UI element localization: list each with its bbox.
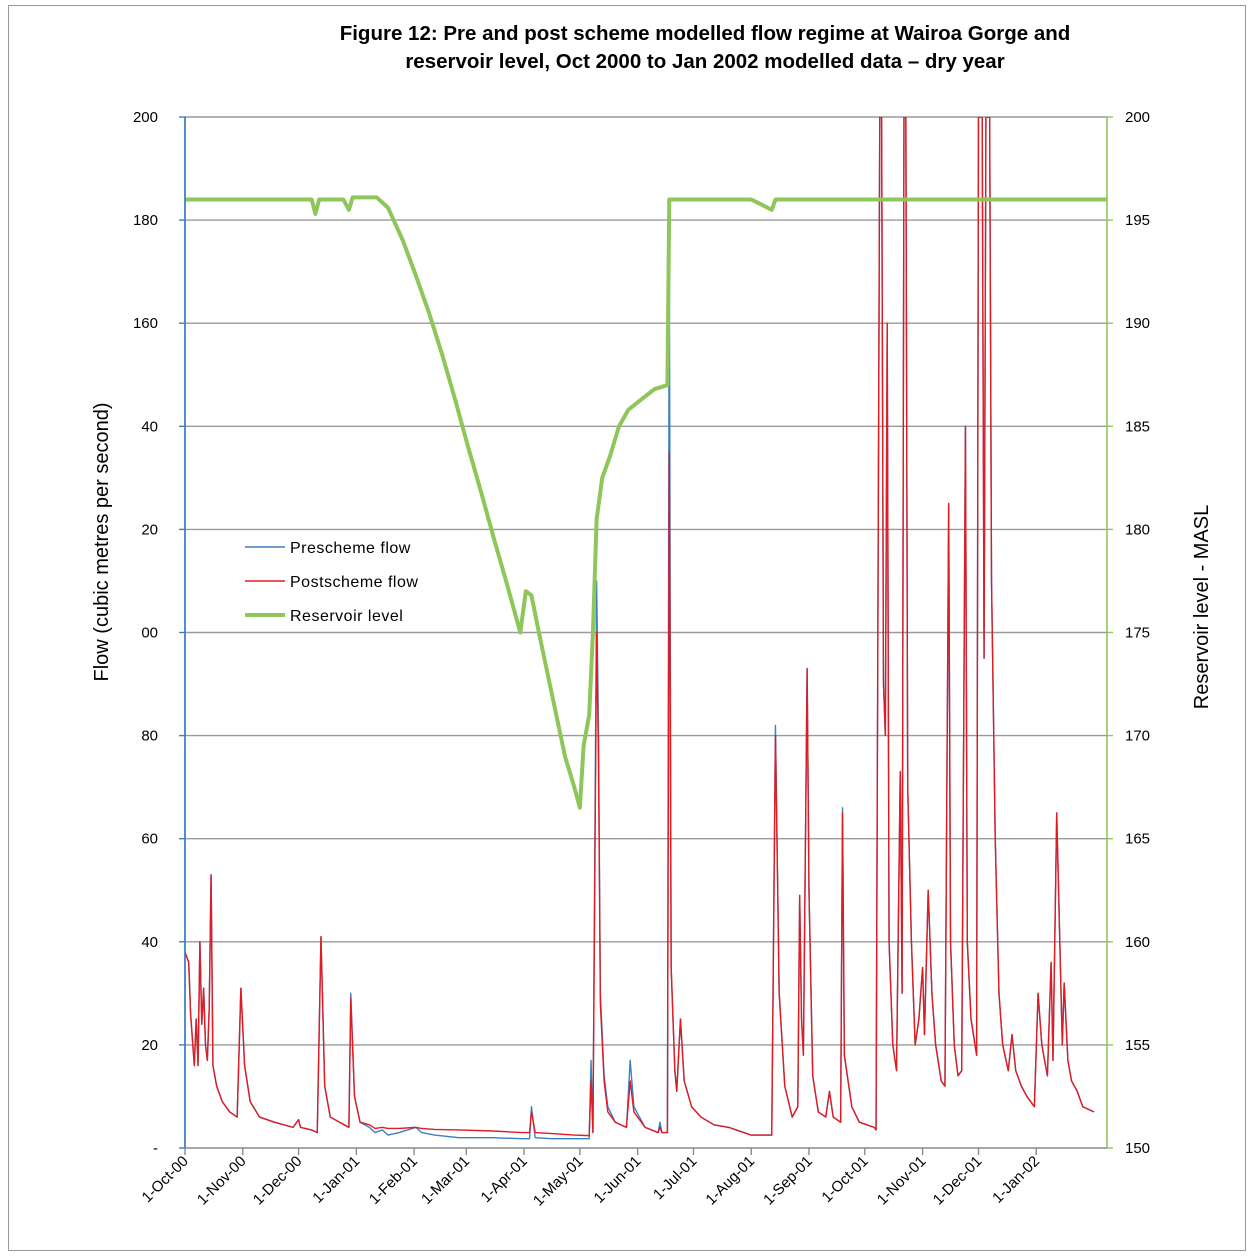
gridlines — [185, 116, 1107, 1046]
x-tick-label-14: 1-Dec-01 — [930, 1153, 986, 1209]
y2-tick-label-0: 150 — [1125, 1140, 1150, 1157]
y2-tick-label-6: 180 — [1125, 521, 1150, 538]
x-tick-label-11: 1-Sep-01 — [760, 1153, 816, 1209]
x-tick-label-8: 1-Jun-01 — [591, 1153, 645, 1207]
y2-tick-label-9: 195 — [1125, 212, 1150, 229]
y-axis-label: Flow (cubic metres per second) — [91, 403, 113, 682]
y2-tick-label-5: 175 — [1125, 625, 1150, 642]
right-y-tick-labels: 150 155 160 165 170 175 180 185 190 195 200 — [1107, 109, 1150, 1157]
x-tick-label-5: 1-Mar-01 — [418, 1153, 473, 1208]
legend-label-1: Postscheme flow — [290, 574, 418, 591]
figure-frame — [8, 5, 1246, 1251]
legend-label-2: Reservoir level — [290, 608, 403, 625]
x-tick-label-15: 1-Jan-02 — [989, 1153, 1043, 1207]
y-tick-label-2: 40 — [141, 934, 158, 951]
x-tick-label-0: 1-Oct-00 — [139, 1153, 192, 1206]
y2-tick-label-3: 165 — [1125, 831, 1150, 848]
legend: Prescheme flow Postscheme flow Reservoir l… — [245, 540, 418, 625]
chart-title-line-2: reservoir level, Oct 2000 to Jan 2002 mo… — [405, 50, 1005, 73]
x-tick-label-7: 1-May-01 — [530, 1153, 587, 1210]
y-tick-label-4: 80 — [141, 728, 158, 745]
left-y-tick-labels: - 20 40 60 80 00 20 40 160 180 200 — [133, 109, 185, 1157]
x-tick-label-4: 1-Feb-01 — [366, 1153, 421, 1208]
x-tick-label-2: 1-Dec-00 — [250, 1153, 306, 1209]
y-tick-label-6: 20 — [141, 521, 158, 538]
y2-tick-label-7: 185 — [1125, 418, 1150, 435]
series-line-postscheme-flow — [184, 117, 1095, 1137]
y-tick-label-0: - — [153, 1140, 158, 1157]
y-tick-label-7: 40 — [141, 418, 158, 435]
y-tick-label-3: 60 — [141, 831, 158, 848]
x-tick-label-10: 1-Aug-01 — [702, 1153, 758, 1209]
y2-tick-label-2: 160 — [1125, 934, 1150, 951]
y-tick-label-9: 180 — [133, 212, 158, 229]
x-tick-label-9: 1-Jul-01 — [650, 1153, 700, 1203]
x-tick-labels: 1-Oct-00 1-Nov-00 1-Dec-00 1-Jan-01 1-Feb-01… — [139, 1148, 1043, 1210]
series-line-reservoir-level — [185, 195, 1107, 810]
series-layer — [184, 117, 1107, 1148]
y2-tick-label-4: 170 — [1125, 728, 1150, 745]
y-tick-label-8: 160 — [133, 315, 158, 332]
y2-axis-label: Reservoir level - MASL — [1191, 505, 1213, 710]
y2-tick-label-8: 190 — [1125, 315, 1150, 332]
y2-tick-label-1: 155 — [1125, 1037, 1150, 1054]
chart-title-line-1: Figure 12: Pre and post scheme modelled … — [339, 22, 1071, 45]
x-tick-label-3: 1-Jan-01 — [309, 1153, 363, 1207]
y-tick-label-1: 20 — [141, 1037, 158, 1054]
x-tick-label-1: 1-Nov-00 — [194, 1153, 250, 1209]
legend-label-0: Prescheme flow — [290, 540, 411, 557]
chart-title: Figure 12: Pre and post scheme modelled … — [200, 20, 1210, 76]
x-tick-label-13: 1-Nov-01 — [874, 1153, 930, 1209]
y2-tick-label-10: 200 — [1125, 109, 1150, 126]
y-tick-label-5: 00 — [141, 625, 158, 642]
x-tick-label-6: 1-Apr-01 — [478, 1153, 531, 1206]
y-tick-label-10: 200 — [133, 109, 158, 126]
x-tick-label-12: 1-Oct-01 — [818, 1153, 871, 1206]
